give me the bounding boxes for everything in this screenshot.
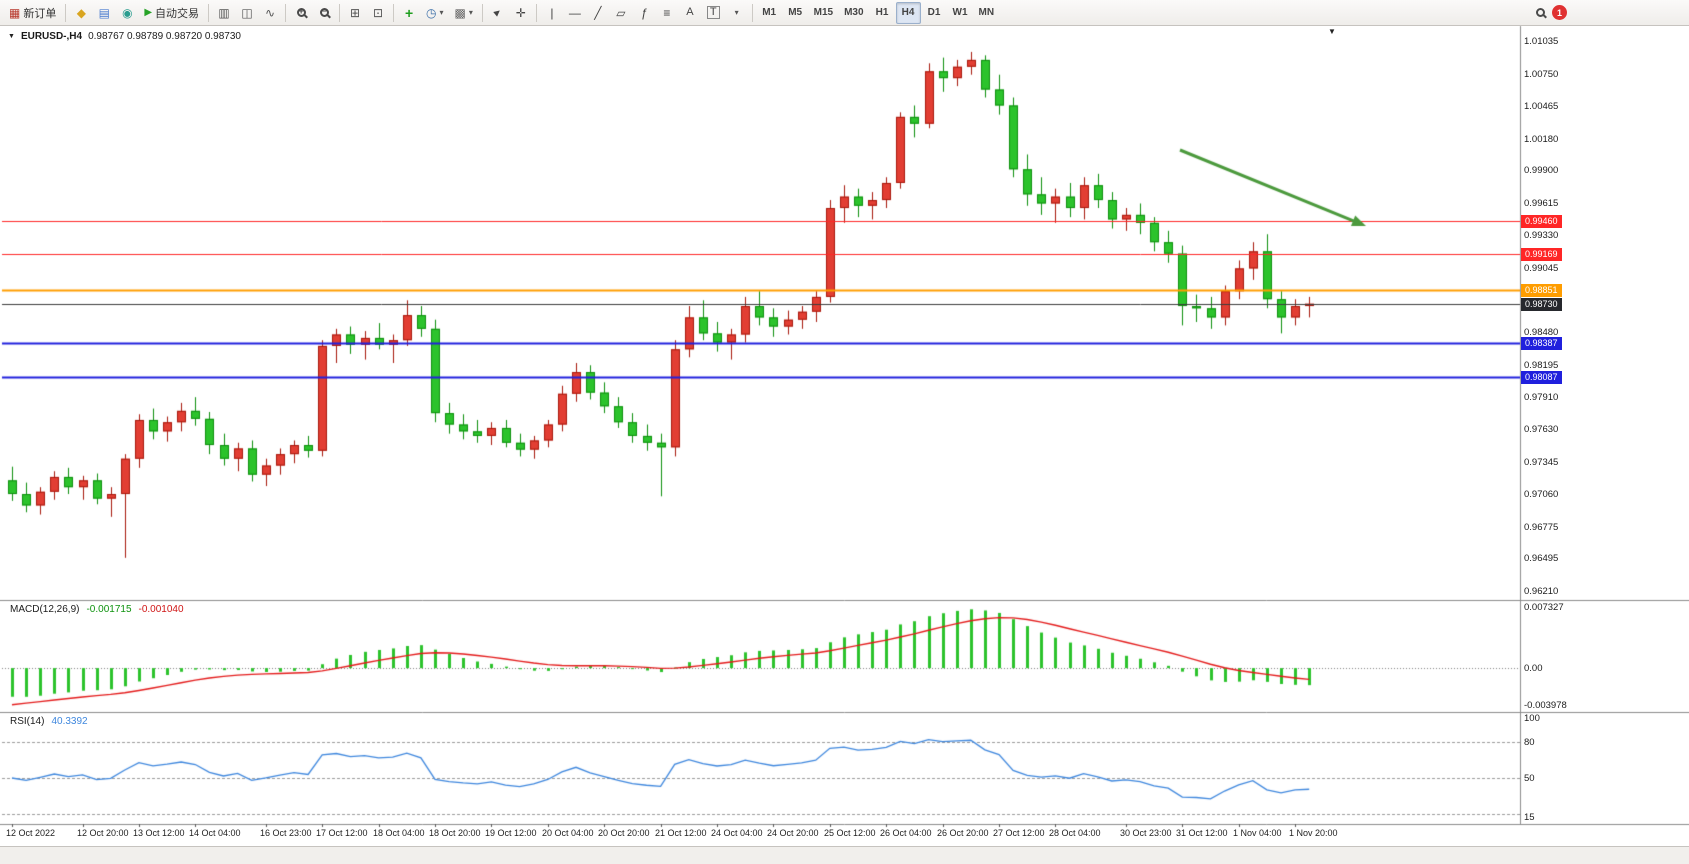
timeframe-w1-button[interactable]: W1 [952,7,968,18]
periods-button[interactable]: ◷ ▾ [421,2,449,24]
cascade-windows-icon: ⊡ [373,5,384,20]
periods-clock-icon: ◷ [426,5,437,20]
timeframe-h1-button[interactable]: H1 [875,7,889,18]
line-chart-icon: ∿ [265,5,276,20]
crosshair-icon: ✛ [515,5,526,20]
rsi-label: RSI(14) 40.3392 [10,716,88,727]
label-tool-button[interactable]: T [702,2,725,24]
profiles-icon: ▤ [98,5,111,20]
profiles-button[interactable]: ▤ [93,2,115,24]
objects-dropdown-button[interactable]: ▾ [726,2,748,24]
horizontal-line-icon: — [568,5,581,20]
status-bar [0,846,1689,864]
bar-chart-icon: ▥ [218,5,230,20]
templates-icon: ▩ [454,5,466,20]
macd-name: MACD(12,26,9) [10,604,80,615]
label-tool-icon: T [706,6,720,19]
macd-value-main: -0.001715 [86,604,132,615]
trendline-button[interactable]: ╱ [587,2,609,24]
candlestick-chart-button[interactable]: ◫ [236,2,258,24]
data-window-button[interactable]: ◉ [116,2,138,24]
new-order-button[interactable]: ▦ 新订单 [4,2,61,24]
toolbar-separator [393,3,395,22]
templates-button[interactable]: ▩ ▾ [450,2,478,24]
channel-icon: ▱ [616,5,626,20]
auto-trading-button[interactable]: ▶ 自动交易 [139,2,204,24]
chart-symbol-period: EURUSD-,H4 [20,31,83,42]
bar-chart-button[interactable]: ▥ [213,2,235,24]
auto-trading-label: 自动交易 [155,7,200,20]
quotes-button[interactable]: ◆ [70,2,92,24]
tile-windows-icon: ⊞ [350,5,361,20]
indicators-add-icon: + [404,4,414,21]
new-order-icon: ▦ [9,5,21,20]
zoom-in-icon [296,7,306,17]
toolbar-separator [285,3,287,22]
zoom-out-button[interactable] [313,2,335,24]
quotes-icon: ◆ [76,5,86,20]
new-order-label: 新订单 [23,7,57,20]
cursor-arrow-icon: ► [490,4,505,20]
rsi-value: 40.3392 [51,716,88,727]
timeframe-mn-button[interactable]: MN [978,7,995,18]
vertical-line-icon: | [550,5,554,20]
toolbar-separator [751,3,753,22]
toolbar-separator [535,3,537,22]
notifications-badge[interactable]: 1 [1552,5,1567,20]
shapes-button[interactable]: ≡ [656,2,678,24]
chart-shift-marker-icon[interactable]: ▼ [1328,27,1336,36]
cascade-windows-button[interactable]: ⊡ [367,2,389,24]
text-tool-icon: A [686,6,694,18]
macd-label: MACD(12,26,9) -0.001715 -0.001040 [10,604,184,615]
toolbar-separator [339,3,341,22]
crosshair-button[interactable]: ✛ [510,2,532,24]
cursor-button[interactable]: ► [487,2,509,24]
auto-trading-play-icon: ▶ [144,6,153,18]
toolbar-separator [65,3,67,22]
caret-down-icon: ▾ [439,8,444,17]
main-toolbar: ▦ 新订单 ◆ ▤ ◉ ▶ 自动交易 ▥ ◫ ∿ ⊞ ⊡ + ◷▾ ▩▾ ► ✛… [0,0,1689,26]
line-chart-button[interactable]: ∿ [259,2,281,24]
timeframe-h4-button[interactable]: H4 [895,1,921,24]
macd-value-signal: -0.001040 [138,604,184,615]
zoom-in-button[interactable] [290,2,312,24]
fibonacci-icon: ƒ [640,5,648,20]
chart-ohlc-values: 0.98767 0.98789 0.98720 0.98730 [88,31,241,42]
caret-down-icon: ▾ [468,8,473,17]
timeframe-m15-button[interactable]: M15 [813,7,834,18]
toolbar-separator [208,3,210,22]
chart-dropdown-icon[interactable]: ▼ [8,33,15,40]
vertical-line-button[interactable]: | [541,2,563,24]
caret-down-icon: ▾ [734,8,739,17]
fibonacci-button[interactable]: ƒ [633,2,655,24]
indicators-button[interactable]: + [398,2,420,24]
data-window-icon: ◉ [122,5,133,20]
zoom-out-icon [319,7,329,17]
text-tool-button[interactable]: A [679,2,701,24]
rsi-name: RSI(14) [10,716,45,727]
search-icon [1535,8,1545,17]
tile-windows-button[interactable]: ⊞ [344,2,366,24]
shapes-menu-icon: ≡ [663,5,671,20]
timeframe-m1-button[interactable]: M1 [762,7,777,18]
timeframe-d1-button[interactable]: D1 [927,7,941,18]
horizontal-line-button[interactable]: — [564,2,586,24]
toolbar-separator [481,3,483,22]
trendline-icon: ╱ [594,5,602,20]
search-button[interactable] [1529,2,1551,24]
channel-button[interactable]: ▱ [610,2,632,24]
timeframe-m5-button[interactable]: M5 [788,7,803,18]
timeframe-m30-button[interactable]: M30 [844,7,864,18]
candlestick-chart-icon: ◫ [241,5,253,20]
chart-title: ▼ EURUSD-,H4 0.98767 0.98789 0.98720 0.9… [8,31,241,42]
